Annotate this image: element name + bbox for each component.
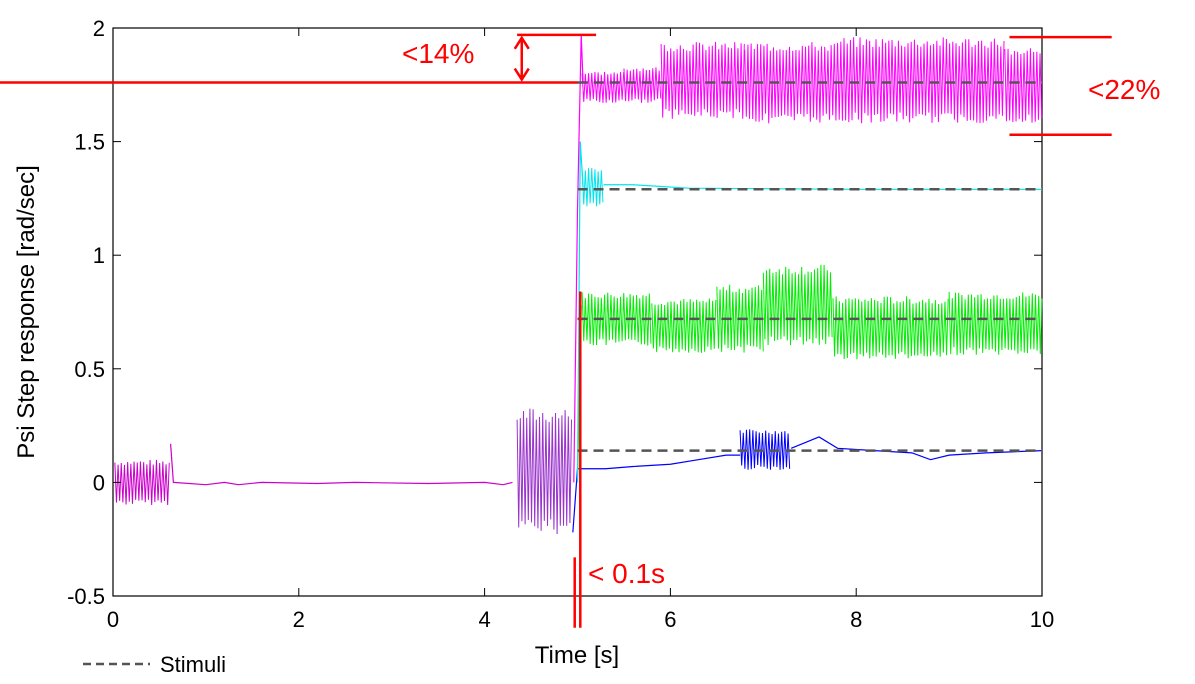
x-tick-label: 6	[664, 607, 676, 632]
green-oscillation	[581, 292, 652, 346]
x-axis-title: Time [s]	[535, 642, 619, 669]
blue-oscillation	[739, 429, 791, 470]
magenta-oscillation	[837, 37, 1005, 124]
x-tick-label: 8	[850, 607, 862, 632]
green-oscillation	[651, 298, 717, 353]
y-tick-label: 0.5	[74, 357, 105, 382]
stimuli-lines	[577, 81, 1042, 452]
y-axis-ticks: -0.5 0 0.5 1 1.5 2	[67, 16, 1042, 609]
magenta-trace-rise	[573, 34, 584, 483]
overshoot-arrow-head-bottom	[513, 67, 530, 82]
delay-annotation: < 0.1s	[588, 558, 665, 589]
purple-baseline-trace	[169, 443, 513, 486]
band-annotation: <22%	[1088, 74, 1160, 105]
magenta-oscillation	[660, 41, 745, 119]
magenta-oscillation	[623, 67, 662, 103]
magenta-oscillation	[1004, 48, 1043, 123]
y-tick-label: 2	[93, 16, 105, 41]
annotations	[0, 33, 1112, 628]
magenta-oscillation	[744, 42, 839, 124]
x-tick-label: 2	[293, 607, 305, 632]
blue-trace-rise	[572, 454, 741, 533]
y-tick-label: 1.5	[74, 130, 105, 155]
y-tick-label: 0	[93, 470, 105, 495]
early-oscillation-2	[516, 408, 573, 534]
cyan-oscillation	[581, 167, 604, 207]
green-oscillation	[832, 296, 949, 360]
overshoot-arrow-head-top	[513, 35, 530, 50]
y-axis-title: Psi Step response [rad/sec]	[13, 165, 40, 458]
blue-trace-settle	[790, 436, 1043, 461]
y-tick-label: 1	[93, 243, 105, 268]
overshoot-annotation: <14%	[402, 38, 474, 69]
x-tick-label: 4	[478, 607, 490, 632]
legend-label-stimuli: Stimuli	[160, 652, 226, 677]
y-tick-label: -0.5	[67, 584, 105, 609]
early-oscillation-1	[114, 459, 170, 506]
x-tick-label: 0	[107, 607, 119, 632]
green-oscillation	[762, 264, 833, 346]
x-tick-label: 10	[1030, 607, 1054, 632]
x-axis-ticks: 0 2 4 6 8 10	[107, 28, 1054, 632]
